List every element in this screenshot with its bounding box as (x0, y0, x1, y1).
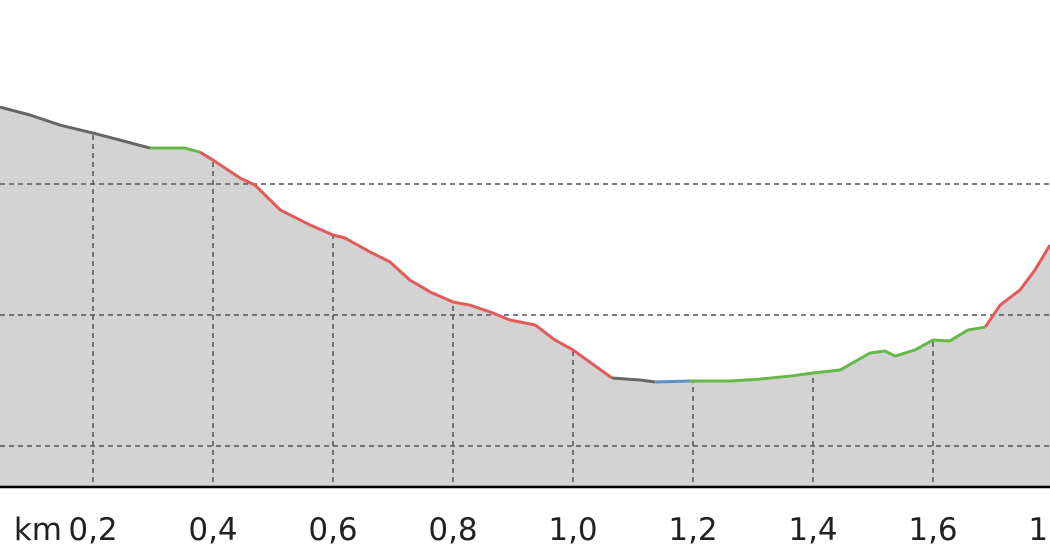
x-tick-label: 1,6 (908, 512, 957, 548)
profile-line (199, 150, 613, 380)
x-tick-label: 0,4 (188, 512, 237, 548)
x-tick-label: 1,2 (668, 512, 717, 548)
profile-line (0, 105, 151, 150)
profile-line (611, 376, 656, 384)
x-tick-label: 0,2 (68, 512, 117, 548)
x-tick-label: 0,8 (428, 512, 477, 548)
x-unit-label: km (14, 512, 62, 548)
x-tick-label: 1,0 (548, 512, 597, 548)
x-tick-label: 0,6 (308, 512, 357, 548)
x-tick-label: 1,8 (1028, 512, 1050, 548)
profile-line (983, 244, 1050, 328)
x-tick-label: 1,4 (788, 512, 837, 548)
profile-line (150, 146, 201, 154)
profile-line (655, 379, 691, 384)
profile-line (690, 325, 986, 383)
profile-fill (0, 107, 1050, 487)
